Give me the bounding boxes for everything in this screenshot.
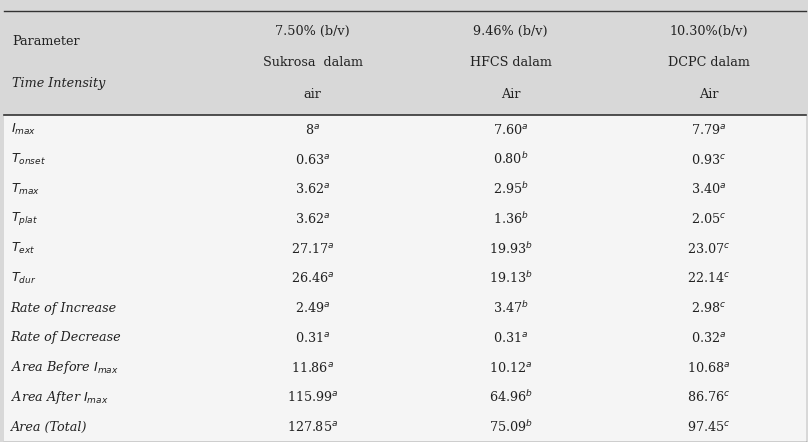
Text: Time Intensity: Time Intensity (12, 77, 106, 91)
Text: 3.62$^{a}$: 3.62$^{a}$ (295, 212, 330, 226)
Text: 27.17$^{a}$: 27.17$^{a}$ (291, 242, 335, 256)
Text: 10.12$^{a}$: 10.12$^{a}$ (489, 361, 532, 375)
Text: 10.68$^{a}$: 10.68$^{a}$ (687, 361, 730, 375)
Text: 26.46$^{a}$: 26.46$^{a}$ (291, 271, 335, 286)
Text: 8$^{a}$: 8$^{a}$ (305, 123, 320, 137)
FancyBboxPatch shape (4, 115, 806, 442)
Text: Sukrosa  dalam: Sukrosa dalam (263, 57, 363, 69)
Text: Area Before $I_{max}$: Area Before $I_{max}$ (11, 359, 118, 376)
Text: 7.60$^{a}$: 7.60$^{a}$ (493, 123, 528, 137)
Text: $I_{max}$: $I_{max}$ (11, 122, 36, 137)
Text: 7.50% (b/v): 7.50% (b/v) (276, 25, 350, 38)
Text: 2.49$^{a}$: 2.49$^{a}$ (295, 301, 330, 315)
Text: 115.99$^{a}$: 115.99$^{a}$ (287, 390, 339, 404)
Text: $T_{onset}$: $T_{onset}$ (11, 152, 45, 167)
FancyBboxPatch shape (4, 11, 806, 115)
Text: 0.93$^{c}$: 0.93$^{c}$ (691, 152, 726, 167)
Text: 0.31$^{a}$: 0.31$^{a}$ (493, 331, 528, 345)
Text: 7.79$^{a}$: 7.79$^{a}$ (691, 123, 726, 137)
Text: $T_{ext}$: $T_{ext}$ (11, 241, 35, 256)
Text: $T_{plat}$: $T_{plat}$ (11, 210, 38, 228)
Text: 2.05$^{c}$: 2.05$^{c}$ (691, 212, 726, 226)
Text: $T_{max}$: $T_{max}$ (11, 182, 40, 197)
Text: 0.80$^{b}$: 0.80$^{b}$ (493, 152, 528, 168)
Text: 1.36$^{b}$: 1.36$^{b}$ (493, 211, 528, 227)
Text: 3.47$^{b}$: 3.47$^{b}$ (493, 300, 528, 316)
Text: 127.85$^{a}$: 127.85$^{a}$ (287, 420, 339, 434)
Text: Rate of Decrease: Rate of Decrease (11, 332, 121, 344)
Text: 19.13$^{b}$: 19.13$^{b}$ (489, 271, 532, 286)
Text: 23.07$^{c}$: 23.07$^{c}$ (687, 242, 730, 256)
Text: Rate of Increase: Rate of Increase (11, 302, 116, 315)
Text: $T_{dur}$: $T_{dur}$ (11, 271, 36, 286)
Text: Air: Air (699, 88, 718, 101)
Text: DCPC dalam: DCPC dalam (667, 57, 750, 69)
Text: 64.96$^{b}$: 64.96$^{b}$ (489, 389, 532, 405)
Text: 0.63$^{a}$: 0.63$^{a}$ (295, 152, 330, 167)
Text: 11.86$^{a}$: 11.86$^{a}$ (291, 361, 335, 375)
Text: 10.30%(b/v): 10.30%(b/v) (669, 25, 748, 38)
Text: 9.46% (b/v): 9.46% (b/v) (473, 25, 548, 38)
Text: 3.40$^{a}$: 3.40$^{a}$ (691, 182, 726, 196)
Text: 0.31$^{a}$: 0.31$^{a}$ (295, 331, 330, 345)
Text: Air: Air (501, 88, 520, 101)
Text: 3.62$^{a}$: 3.62$^{a}$ (295, 182, 330, 196)
Text: 97.45$^{c}$: 97.45$^{c}$ (687, 420, 730, 434)
Text: 75.09$^{b}$: 75.09$^{b}$ (489, 419, 532, 435)
Text: 22.14$^{c}$: 22.14$^{c}$ (687, 271, 730, 286)
Text: 2.95$^{b}$: 2.95$^{b}$ (493, 181, 528, 197)
Text: Parameter: Parameter (12, 34, 80, 48)
Text: 2.98$^{c}$: 2.98$^{c}$ (691, 301, 726, 315)
Text: HFCS dalam: HFCS dalam (469, 57, 552, 69)
Text: air: air (304, 88, 322, 101)
Text: 0.32$^{a}$: 0.32$^{a}$ (691, 331, 726, 345)
Text: 19.93$^{b}$: 19.93$^{b}$ (489, 241, 532, 257)
Text: Area After $I_{max}$: Area After $I_{max}$ (11, 389, 108, 406)
Text: 86.76$^{c}$: 86.76$^{c}$ (687, 390, 730, 404)
Text: Area (Total): Area (Total) (11, 421, 87, 434)
